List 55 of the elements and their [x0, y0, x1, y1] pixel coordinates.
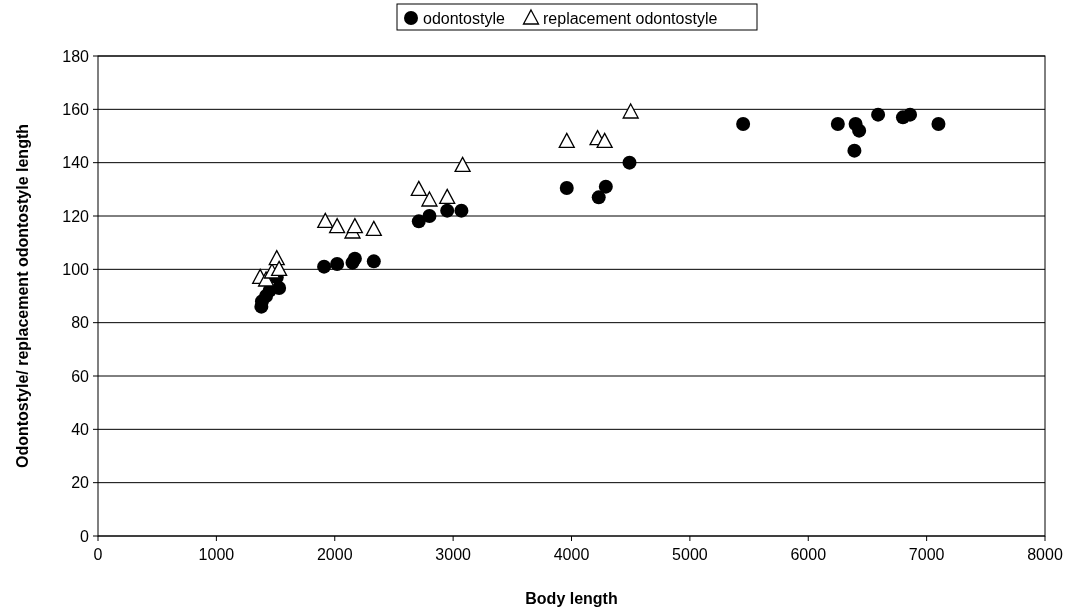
point — [622, 155, 637, 170]
y-tick-label: 60 — [71, 367, 90, 385]
point — [411, 214, 426, 229]
point — [330, 257, 345, 271]
point — [591, 190, 606, 205]
point — [440, 203, 455, 218]
point — [317, 212, 334, 228]
point — [270, 260, 288, 276]
x-tick-label: 1000 — [198, 546, 235, 563]
point — [421, 191, 438, 207]
point — [596, 132, 613, 148]
point — [439, 188, 456, 204]
y-tick-label: 40 — [71, 420, 90, 438]
point — [317, 259, 332, 274]
point — [422, 209, 437, 223]
x-tick-label: 8000 — [1027, 546, 1063, 563]
point — [622, 103, 639, 119]
x-tick-label: 5000 — [672, 546, 708, 563]
point — [852, 123, 867, 138]
x-tick-label: 2000 — [316, 546, 353, 563]
point — [365, 220, 382, 236]
point — [328, 218, 346, 234]
y-tick-label: 180 — [62, 47, 90, 65]
point — [346, 218, 364, 234]
point — [454, 156, 471, 172]
point — [558, 132, 575, 148]
point — [903, 107, 918, 122]
legend-label: replacement odontostyle — [543, 9, 718, 27]
point — [410, 180, 427, 196]
y-tick-label: 80 — [71, 314, 90, 332]
point — [559, 181, 574, 195]
point — [347, 251, 362, 266]
x-tick-label: 7000 — [908, 546, 945, 563]
x-tick-label: 3000 — [435, 546, 472, 563]
point — [830, 117, 845, 131]
x-tick-label: 4000 — [553, 546, 590, 563]
x-tick-label: 0 — [93, 546, 103, 563]
x-axis-title: Body length — [525, 590, 618, 607]
point — [598, 179, 613, 194]
x-tick-label: 6000 — [790, 546, 827, 563]
y-tick-label: 160 — [62, 100, 90, 118]
point — [272, 281, 287, 295]
point — [366, 254, 381, 269]
point — [454, 203, 469, 218]
y-tick-label: 100 — [62, 260, 90, 278]
legend-label: odontostyle — [423, 9, 505, 27]
y-tick-label: 20 — [71, 474, 90, 492]
y-tick-label: 140 — [62, 154, 90, 172]
y-tick-label: 120 — [62, 207, 90, 225]
point — [931, 117, 946, 131]
y-axis-title: Odontostyle/ replacement odontostyle length — [14, 123, 31, 469]
point — [871, 107, 886, 122]
y-tick-label: 0 — [80, 527, 90, 545]
point — [847, 143, 862, 158]
point — [736, 117, 751, 131]
